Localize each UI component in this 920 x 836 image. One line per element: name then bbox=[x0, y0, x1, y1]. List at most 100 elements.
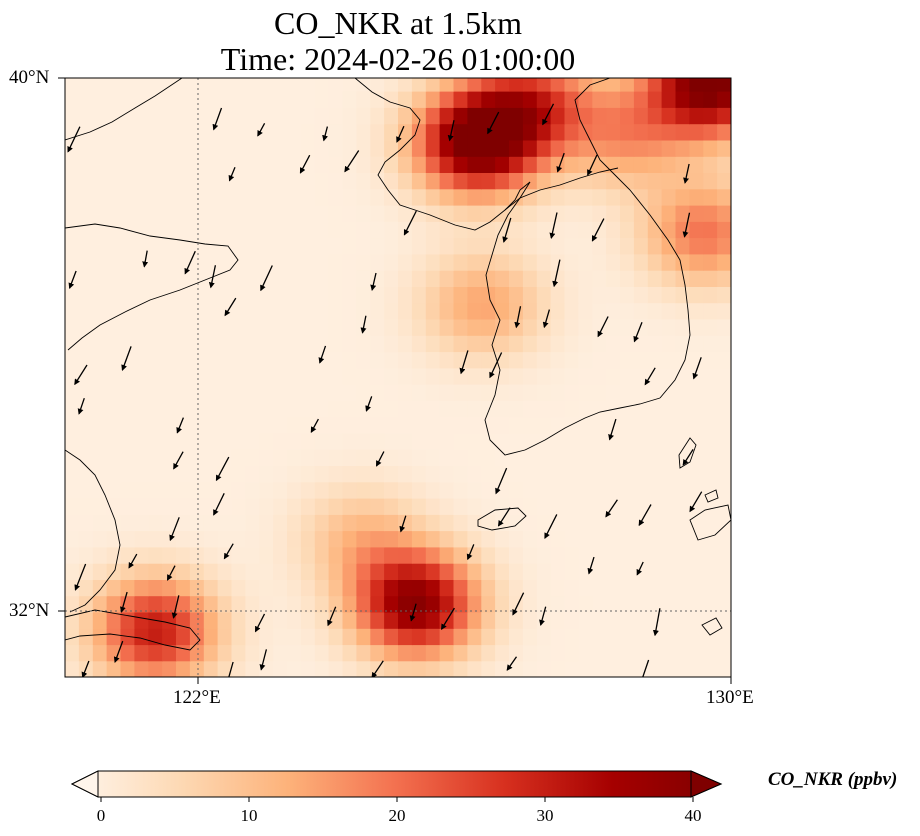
wind-arrow bbox=[544, 514, 558, 539]
wind-arrow bbox=[208, 265, 217, 289]
wind-arrow bbox=[225, 661, 234, 677]
wind-arrow bbox=[587, 556, 595, 575]
wind-arrow bbox=[166, 565, 176, 581]
map-subtitle-time: Time: 2024-02-26 01:00:00 bbox=[220, 41, 576, 77]
colorbar-tick-label: 10 bbox=[240, 806, 258, 825]
wind-arrow bbox=[514, 306, 522, 329]
wind-arrow bbox=[440, 607, 455, 631]
wind-arrow bbox=[327, 606, 337, 627]
wind-arrow bbox=[542, 103, 555, 126]
wind-arrow bbox=[119, 591, 128, 613]
wind-arrow bbox=[542, 309, 551, 329]
wind-arrow bbox=[259, 649, 268, 671]
colorbar-bar bbox=[70, 770, 723, 798]
korea-east-coast bbox=[574, 78, 691, 399]
lon-tick-label: 130°E bbox=[706, 687, 754, 708]
wind-arrow bbox=[459, 350, 469, 375]
wind-arrow bbox=[299, 154, 311, 174]
wind-arrow bbox=[644, 367, 656, 386]
wind-arrow bbox=[375, 451, 385, 467]
axis-ticks bbox=[58, 77, 732, 684]
wind-arrow bbox=[497, 507, 511, 527]
lat-tick-label: 40°N bbox=[9, 67, 50, 88]
china-coast bbox=[65, 78, 183, 141]
jeju-island bbox=[477, 507, 527, 531]
wind-arrow bbox=[113, 640, 124, 663]
wind-arrow bbox=[591, 218, 605, 242]
lon-tick-label: 122°E bbox=[173, 687, 221, 708]
wind-arrow bbox=[489, 352, 503, 379]
colorbar-tick-label: 40 bbox=[684, 806, 702, 825]
wind-arrow bbox=[142, 250, 149, 268]
wind-arrow bbox=[447, 120, 455, 142]
wind-arrow bbox=[212, 107, 223, 131]
wind-arrow bbox=[587, 154, 598, 176]
wind-arrow bbox=[171, 595, 180, 619]
wind-arrow bbox=[310, 418, 319, 433]
wind-arrow bbox=[370, 272, 377, 291]
wind-arrow bbox=[360, 315, 367, 334]
wind-arrow bbox=[608, 418, 617, 441]
wind-arrow bbox=[403, 210, 417, 236]
wind-arrow bbox=[466, 544, 475, 561]
coastlines bbox=[65, 78, 731, 651]
wind-arrow bbox=[223, 543, 234, 560]
colorbar bbox=[70, 770, 723, 802]
wind-arrow bbox=[552, 259, 561, 288]
wind-arrow bbox=[228, 167, 236, 182]
wind-arrow bbox=[633, 321, 643, 343]
wind-arrow bbox=[399, 515, 407, 533]
wind-arrow bbox=[128, 553, 138, 569]
wind-arrow bbox=[260, 265, 273, 292]
liaodong-peninsula bbox=[354, 78, 531, 231]
wind-arrow bbox=[365, 396, 373, 412]
wind-arrow bbox=[81, 660, 90, 677]
wind-arrow bbox=[683, 163, 690, 184]
wind-arrow bbox=[344, 150, 360, 173]
wind-arrow bbox=[169, 517, 180, 542]
wind-arrow bbox=[549, 212, 558, 239]
wind-arrow bbox=[257, 122, 266, 137]
wind-arrow bbox=[636, 561, 644, 576]
lat-tick-label: 32°N bbox=[9, 600, 50, 621]
korea-west-coast bbox=[484, 181, 531, 456]
wind-arrow bbox=[254, 613, 266, 633]
wind-arrow bbox=[74, 563, 87, 591]
wind-arrow bbox=[213, 493, 225, 516]
map-frame bbox=[64, 77, 732, 678]
colorbar-tick-label: 0 bbox=[96, 806, 106, 825]
wind-arrow bbox=[682, 212, 691, 238]
wind-arrow bbox=[215, 456, 230, 482]
wind-arrow bbox=[184, 250, 196, 275]
japan-islands bbox=[678, 437, 731, 636]
wind-arrow bbox=[176, 417, 185, 434]
wind-arrow bbox=[224, 297, 237, 317]
colorbar-tick-label: 20 bbox=[388, 806, 406, 825]
wind-arrow bbox=[638, 504, 652, 527]
wind-arrow bbox=[173, 451, 184, 470]
dmz-border bbox=[504, 167, 619, 211]
wind-arrow bbox=[121, 346, 132, 371]
map-title: CO_NKR at 1.5km bbox=[274, 5, 522, 41]
wind-arrow bbox=[67, 126, 81, 153]
gridlines bbox=[65, 78, 731, 677]
colorbar-tick-label: 30 bbox=[536, 806, 554, 825]
wind-arrow bbox=[318, 345, 327, 364]
korea-south-coast bbox=[524, 397, 661, 451]
wind-arrow bbox=[487, 111, 500, 135]
colorbar-min-extend bbox=[70, 770, 99, 798]
wind-arrow bbox=[597, 316, 609, 338]
wind-arrow bbox=[605, 499, 618, 518]
china-east-coast bbox=[65, 449, 121, 613]
concentration-field bbox=[65, 78, 731, 677]
wind-vectors bbox=[67, 103, 703, 677]
wind-arrow bbox=[556, 152, 565, 173]
wind-arrow bbox=[506, 656, 518, 671]
wind-arrow bbox=[652, 608, 661, 637]
wind-arrow bbox=[74, 364, 88, 386]
wind-arrow bbox=[692, 357, 702, 380]
wind-arrow bbox=[512, 592, 525, 616]
wind-arrow bbox=[77, 397, 85, 415]
colorbar-label: CO_NKR (ppbv) bbox=[768, 769, 898, 790]
